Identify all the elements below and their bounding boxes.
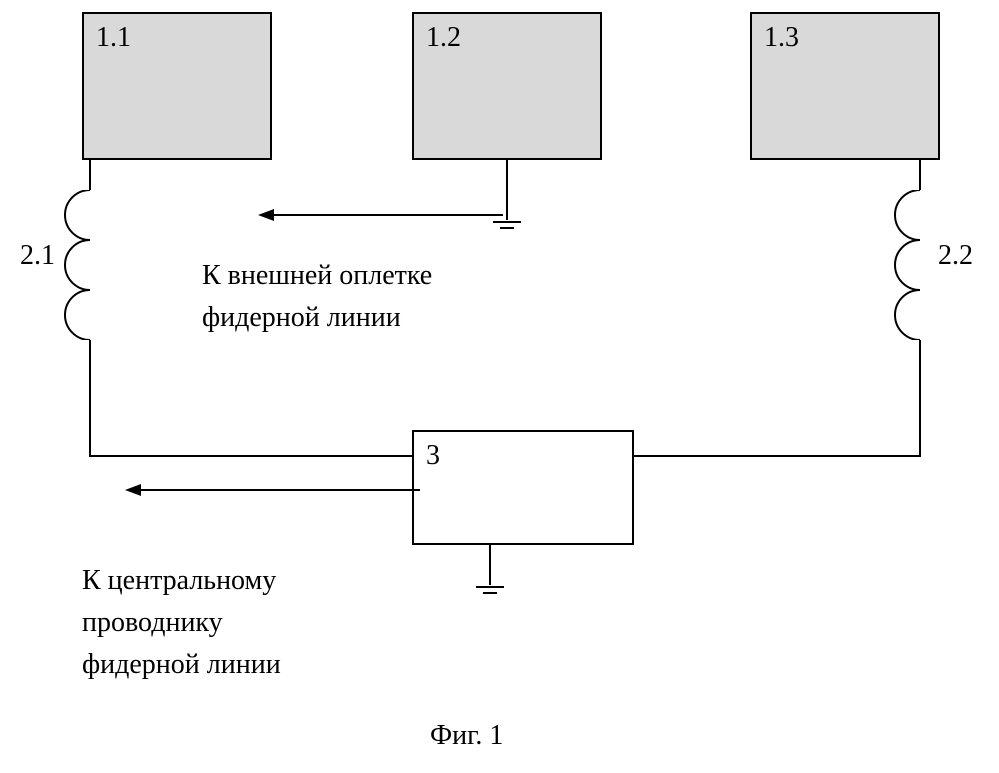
block-3-label: 3	[426, 440, 440, 472]
wire-b1-down	[89, 160, 91, 190]
arrow-2	[125, 480, 425, 500]
text-outer-braid-line1: К внешней оплетке	[202, 255, 432, 297]
text-outer-braid: К внешней оплетке фидерной линии	[202, 255, 432, 339]
wire-central-down	[489, 545, 491, 585]
wire-h-left	[89, 455, 412, 457]
block-1-1-label: 1.1	[96, 22, 131, 54]
inductor-2-1	[63, 190, 93, 340]
block-1-3: 1.3	[750, 12, 940, 160]
block-3: 3	[412, 430, 634, 545]
arrow-1	[258, 205, 508, 225]
diagram-canvas: 1.1 1.2 1.3 2.1 2.2 К внешней оплетке ф	[0, 0, 999, 773]
block-1-1: 1.1	[82, 12, 272, 160]
inductor-2-2	[893, 190, 923, 340]
text-central-conductor-line1: К центральному	[82, 560, 281, 602]
text-central-conductor-line3: фидерной линии	[82, 644, 281, 686]
ground-2	[476, 585, 504, 599]
text-outer-braid-line2: фидерной линии	[202, 297, 432, 339]
wire-l1-down	[89, 340, 91, 455]
wire-h-right	[634, 455, 921, 457]
inductor-2-2-label: 2.2	[938, 240, 973, 272]
inductor-2-1-label: 2.1	[20, 240, 55, 272]
block-1-2-label: 1.2	[426, 22, 461, 54]
text-central-conductor-line2: проводнику	[82, 602, 281, 644]
block-1-2: 1.2	[412, 12, 602, 160]
text-central-conductor: К центральному проводнику фидерной линии	[82, 560, 281, 686]
wire-l2-down	[919, 340, 921, 455]
block-1-3-label: 1.3	[764, 22, 799, 54]
figure-caption: Фиг. 1	[430, 720, 503, 752]
wire-b3-down	[919, 160, 921, 190]
